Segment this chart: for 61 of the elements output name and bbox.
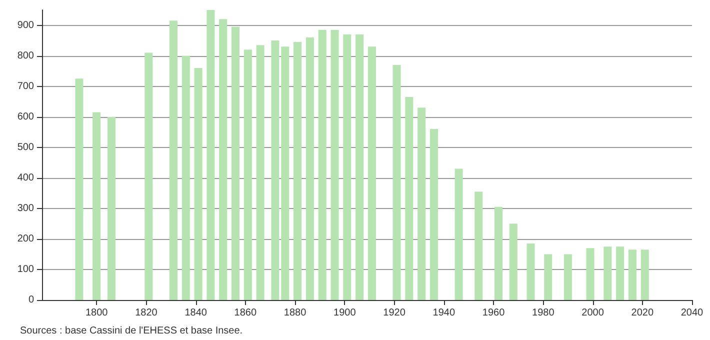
bar bbox=[509, 224, 518, 300]
bar bbox=[294, 42, 302, 300]
bar bbox=[640, 250, 649, 300]
y-tick-label: 800 bbox=[17, 50, 34, 62]
x-tick-label: 2040 bbox=[680, 308, 704, 318]
bar bbox=[232, 26, 240, 300]
bar bbox=[392, 64, 401, 300]
x-tick-label: 1980 bbox=[532, 308, 555, 318]
y-tick-label: 300 bbox=[17, 202, 34, 214]
bar bbox=[586, 248, 594, 300]
bar bbox=[281, 46, 290, 300]
bar bbox=[206, 10, 215, 300]
y-tick-label: 600 bbox=[17, 111, 34, 122]
bar bbox=[169, 20, 178, 300]
bar bbox=[330, 30, 339, 300]
y-tick-label: 700 bbox=[17, 80, 34, 92]
y-tick-label: 200 bbox=[17, 233, 34, 244]
bar bbox=[454, 168, 463, 300]
bar bbox=[616, 246, 624, 300]
bar bbox=[356, 34, 364, 300]
x-tick-label: 1960 bbox=[482, 308, 506, 318]
y-tick-label: 900 bbox=[17, 20, 34, 31]
x-tick-label: 1920 bbox=[383, 308, 406, 318]
x-tick-label: 1820 bbox=[135, 308, 158, 318]
x-tick-label: 1800 bbox=[85, 308, 108, 318]
bar bbox=[418, 108, 426, 300]
bar bbox=[430, 129, 438, 300]
bar bbox=[271, 40, 280, 300]
bar bbox=[318, 30, 326, 300]
bar bbox=[405, 97, 414, 300]
bar bbox=[256, 45, 264, 300]
x-tick-label: 1880 bbox=[284, 308, 307, 318]
bar bbox=[244, 50, 252, 300]
bar bbox=[474, 192, 483, 300]
x-tick-label: 2000 bbox=[582, 308, 604, 318]
bar bbox=[92, 112, 101, 300]
x-tick-label: 1940 bbox=[432, 308, 456, 318]
bar bbox=[194, 68, 202, 300]
x-tick-label: 1900 bbox=[334, 308, 356, 318]
y-tick-label: 0 bbox=[28, 294, 34, 306]
bar bbox=[107, 116, 116, 300]
bar bbox=[564, 254, 572, 300]
bar bbox=[182, 56, 190, 300]
bar bbox=[628, 250, 636, 300]
bar bbox=[494, 206, 502, 300]
source-note: Sources : base Cassini de l'EHESS et base Insee. bbox=[20, 326, 243, 336]
y-tick-label: 400 bbox=[17, 172, 34, 184]
bar bbox=[144, 52, 153, 300]
bar bbox=[368, 46, 376, 300]
y-tick-label: 100 bbox=[17, 264, 34, 275]
bar bbox=[343, 34, 352, 300]
y-tick-label: 500 bbox=[17, 142, 34, 153]
bar bbox=[544, 254, 552, 300]
x-tick-label: 1860 bbox=[234, 308, 257, 318]
bar bbox=[604, 246, 612, 300]
bar bbox=[526, 244, 535, 300]
bar bbox=[219, 19, 228, 300]
x-tick-label: 1840 bbox=[184, 308, 208, 318]
bar bbox=[306, 37, 314, 300]
bar bbox=[75, 78, 84, 300]
x-tick-label: 2020 bbox=[631, 308, 654, 318]
